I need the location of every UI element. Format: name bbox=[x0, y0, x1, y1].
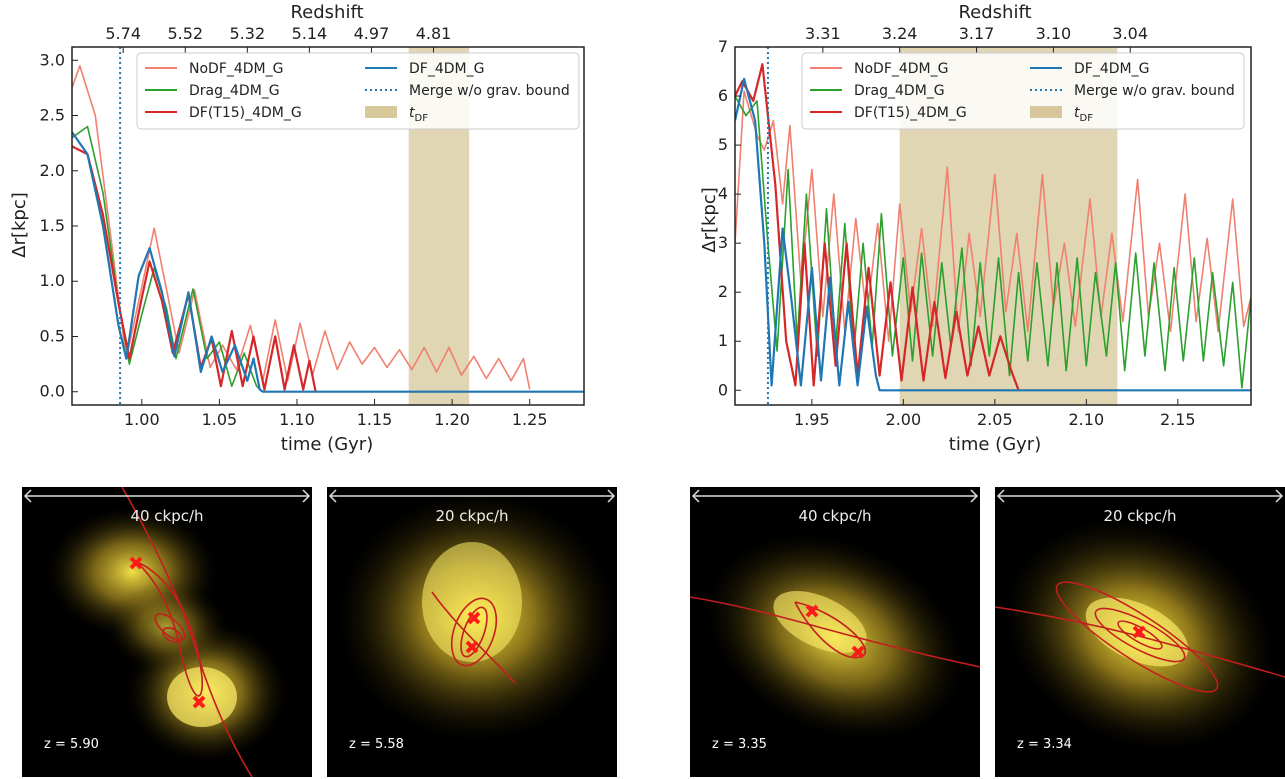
scale-label: 20 ckpc/h bbox=[1103, 507, 1177, 525]
y-axis-label: Δr[kpc] bbox=[9, 192, 30, 258]
y-tick-label: 2.0 bbox=[40, 161, 65, 180]
redshift-tick-label: 3.10 bbox=[1036, 24, 1072, 43]
series-line-drag-4dm-g bbox=[72, 125, 264, 393]
redshift-tick-label: 5.32 bbox=[230, 24, 266, 43]
galaxy-thumbnail-1: 40 ckpc/h z = 5.90 bbox=[22, 487, 312, 777]
redshift-label: z = 5.90 bbox=[44, 737, 99, 752]
legend-label: tDF bbox=[1074, 105, 1093, 124]
y-tick-label: 1.0 bbox=[40, 271, 65, 290]
x-tick-label: 1.15 bbox=[357, 410, 393, 429]
x-axis-label: time (Gyr) bbox=[281, 434, 373, 455]
redshift-tick-label: 4.97 bbox=[354, 24, 390, 43]
chart-right: Redshift 3.31 3.24 3.17 3.10 3.04 NoDF_4DM_G… bbox=[699, 2, 1252, 455]
x-tick-label: 1.10 bbox=[279, 410, 315, 429]
marker-icon bbox=[1132, 625, 1146, 639]
legend-label: NoDF_4DM_G bbox=[189, 61, 284, 77]
series-line-df-4dm-g bbox=[735, 77, 1251, 392]
y-tick-label: 3 bbox=[718, 233, 728, 252]
y-axis-label: Δr[kpc] bbox=[699, 187, 720, 253]
scale-label: 40 ckpc/h bbox=[130, 507, 204, 525]
redshift-axis-label: Redshift bbox=[290, 2, 363, 23]
plot-frame bbox=[734, 46, 1252, 406]
y-tick-label: 2.5 bbox=[40, 106, 65, 125]
scale-bar bbox=[23, 489, 311, 503]
legend-box bbox=[136, 52, 580, 130]
chart-legend: NoDF_4DM_G Drag_4DM_G DF(T15)_4DM_G DF_4DM_… bbox=[801, 52, 1245, 130]
legend-label: tDF bbox=[409, 105, 428, 124]
legend-label: DF(T15)_4DM_G bbox=[189, 105, 302, 121]
marker-icon bbox=[805, 604, 865, 659]
series-line-drag-4dm-g bbox=[735, 95, 1251, 389]
redshift-label: z = 3.34 bbox=[1017, 737, 1072, 752]
redshift-tick-label: 3.24 bbox=[882, 24, 918, 43]
legend-label: DF_4DM_G bbox=[409, 61, 484, 77]
redshift-ticks: 5.74 5.52 5.32 5.14 4.97 4.81 bbox=[105, 24, 451, 53]
x-tick-label: 2.10 bbox=[1069, 410, 1105, 429]
legend-label: Merge w/o grav. bound bbox=[409, 83, 570, 99]
y-tick-label: 5 bbox=[718, 135, 728, 154]
legend-label: DF_4DM_G bbox=[1074, 61, 1149, 77]
galaxy-thumbnail-4: 20 ckpc/h z = 3.34 bbox=[995, 487, 1285, 777]
redshift-tick-label: 5.74 bbox=[105, 24, 141, 43]
series-line-df-4dm-g bbox=[72, 131, 584, 393]
y-tick-label: 0 bbox=[718, 380, 728, 399]
scale-bar bbox=[328, 489, 616, 503]
x-tick-label: 1.20 bbox=[434, 410, 470, 429]
redshift-tick-label: 5.52 bbox=[167, 24, 203, 43]
y-tick-label: 3.0 bbox=[40, 50, 65, 69]
redshift-tick-label: 5.14 bbox=[292, 24, 328, 43]
x-tick-label: 1.00 bbox=[124, 410, 160, 429]
galaxy-thumbnail-3: 40 ckpc/h z = 3.35 bbox=[690, 487, 980, 777]
x-tick-label: 2.00 bbox=[886, 410, 922, 429]
legend-swatch bbox=[1030, 106, 1062, 118]
redshift-axis-label: Redshift bbox=[958, 2, 1031, 23]
legend-label: Drag_4DM_G bbox=[854, 83, 945, 99]
series-line-df-t15-4dm-g bbox=[72, 145, 317, 392]
marker-icon bbox=[129, 556, 206, 709]
x-tick-label: 1.95 bbox=[794, 410, 830, 429]
chart-left: Redshift 5.74 5.52 5.32 5.14 4.97 4.81 NoDF_4… bbox=[9, 2, 585, 455]
scale-bar bbox=[996, 489, 1284, 503]
y-tick-label: 1 bbox=[718, 331, 728, 350]
x-tick-label: 1.25 bbox=[512, 410, 548, 429]
marker-icon bbox=[465, 611, 481, 654]
x-tick-label: 2.05 bbox=[977, 410, 1013, 429]
y-tick-label: 2 bbox=[718, 282, 728, 301]
legend-label: NoDF_4DM_G bbox=[854, 61, 949, 77]
legend-label: Drag_4DM_G bbox=[189, 83, 280, 99]
y-tick-label: 0.5 bbox=[40, 326, 65, 345]
redshift-tick-label: 3.04 bbox=[1112, 24, 1148, 43]
orbit-trajectory bbox=[121, 487, 253, 777]
chart-legend: NoDF_4DM_G Drag_4DM_G DF(T15)_4DM_G DF_4DM_… bbox=[136, 52, 580, 130]
redshift-ticks: 3.31 3.24 3.17 3.10 3.04 bbox=[805, 24, 1148, 53]
scale-bar bbox=[691, 489, 979, 503]
orbit-trajectory bbox=[995, 581, 1285, 693]
y-tick-label: 7 bbox=[718, 37, 728, 56]
redshift-label: z = 3.35 bbox=[712, 737, 767, 752]
y-tick-label: 6 bbox=[718, 86, 728, 105]
legend-label: Merge w/o grav. bound bbox=[1074, 83, 1235, 99]
orbit-trajectory bbox=[690, 596, 980, 668]
y-tick-label: 4 bbox=[718, 184, 728, 203]
legend-box bbox=[801, 52, 1245, 130]
x-axis-label: time (Gyr) bbox=[949, 434, 1041, 455]
redshift-tick-label: 4.81 bbox=[416, 24, 452, 43]
redshift-tick-label: 3.31 bbox=[805, 24, 841, 43]
x-tick-label: 1.05 bbox=[202, 410, 238, 429]
series-line-nodf-4dm-g bbox=[735, 90, 1251, 342]
y-tick-label: 1.5 bbox=[40, 216, 65, 235]
legend-label: DF(T15)_4DM_G bbox=[854, 105, 967, 121]
galaxy-thumbnail-2: 20 ckpc/h z = 5.58 bbox=[327, 487, 617, 777]
scale-label: 20 ckpc/h bbox=[435, 507, 509, 525]
redshift-label: z = 5.58 bbox=[349, 737, 404, 752]
legend-swatch bbox=[365, 106, 397, 118]
y-tick-label: 0.0 bbox=[40, 382, 65, 401]
x-tick-label: 2.15 bbox=[1160, 410, 1196, 429]
orbit-trajectory bbox=[431, 591, 516, 684]
redshift-tick-label: 3.17 bbox=[959, 24, 995, 43]
scale-label: 40 ckpc/h bbox=[798, 507, 872, 525]
